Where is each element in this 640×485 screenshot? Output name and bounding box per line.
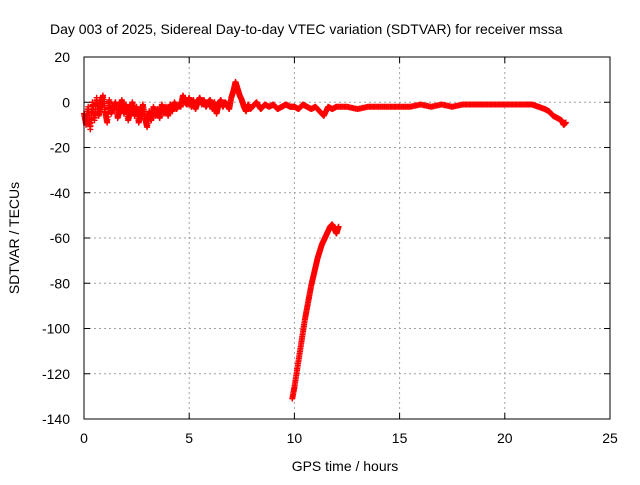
y-tick-label: 20 [54,49,70,65]
axis-ticks [83,56,611,420]
x-tick-label: 10 [287,430,303,446]
y-tick-label: -20 [50,140,70,156]
y-tick-label: -140 [42,411,70,427]
x-tick-label: 5 [185,430,193,446]
data-point [562,119,569,126]
y-tick-label: -120 [42,366,70,382]
data-point [335,223,342,230]
y-tick-label: -60 [50,230,70,246]
x-tick-label: 25 [602,430,618,446]
x-axis-title: GPS time / hours [292,458,399,474]
data-points [81,78,569,402]
y-axis-title: SDTVAR / TECUs [6,182,22,294]
tick-labels: 0 5 10 15 20 25 20 0 -20 -40 -60 -80 -100 -120 -140 [42,49,618,446]
y-tick-label: 0 [62,94,70,110]
y-tick-label: -100 [42,321,70,337]
y-tick-label: -40 [50,185,70,201]
x-tick-label: 20 [497,430,513,446]
series-descending-track [289,221,342,402]
grid-lines [84,57,610,419]
chart-title: Day 003 of 2025, Sidereal Day-to-day VTE… [50,21,563,37]
x-tick-label: 0 [80,430,88,446]
x-tick-label: 15 [392,430,408,446]
y-tick-label: -80 [50,275,70,291]
series-main-band [81,78,569,133]
